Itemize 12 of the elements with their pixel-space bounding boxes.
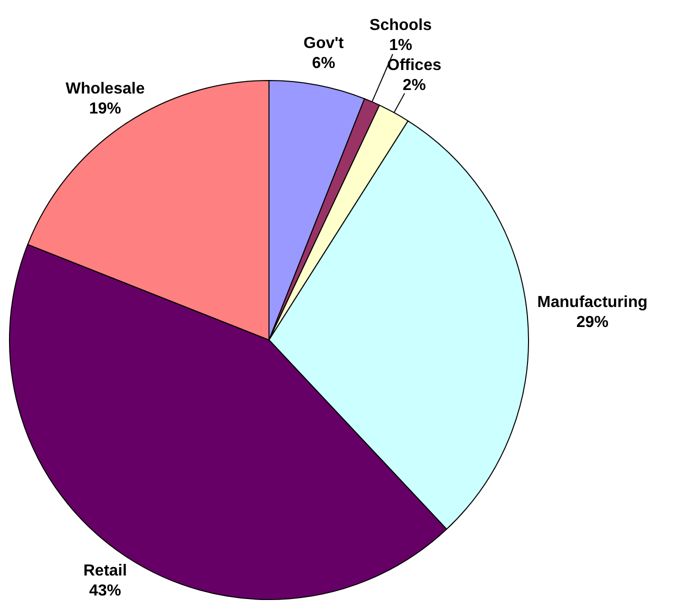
data-label: 29% xyxy=(576,314,608,331)
data-label: 1% xyxy=(389,37,412,54)
slice-label: Manufacturing xyxy=(537,294,648,311)
slice-label: Schools xyxy=(370,17,432,34)
data-label: 6% xyxy=(312,55,336,72)
data-label: 19% xyxy=(89,100,122,118)
slice-label: Gov't xyxy=(303,35,344,52)
slice-label: Retail xyxy=(83,562,127,580)
slice-label: Wholesale xyxy=(66,80,145,98)
data-label: 43% xyxy=(89,582,122,600)
slice-label: Offices xyxy=(387,57,442,74)
data-label: 2% xyxy=(402,77,426,94)
